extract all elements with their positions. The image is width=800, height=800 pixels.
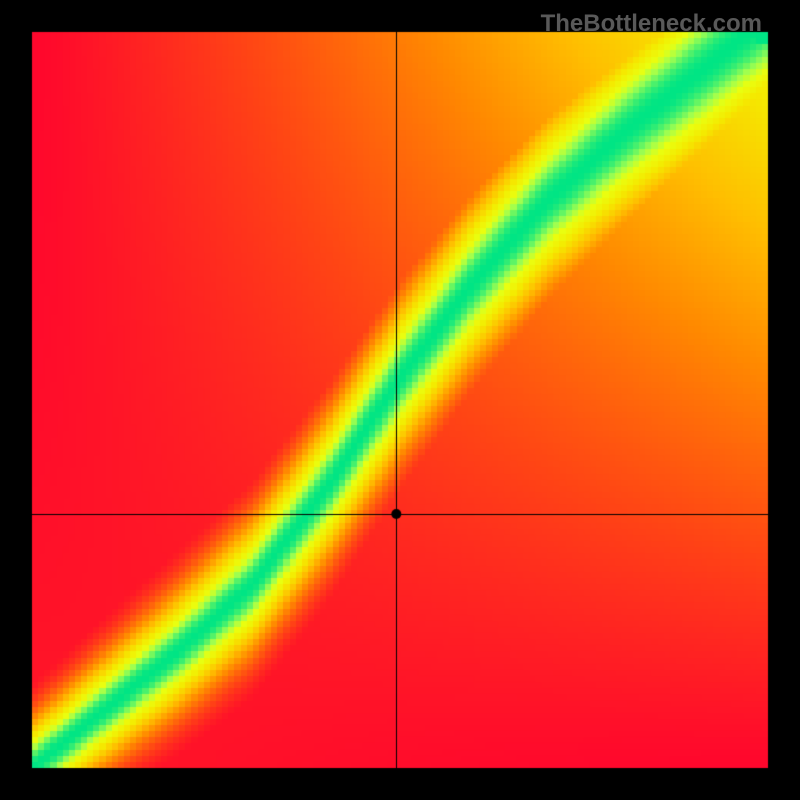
figure-container: TheBottleneck.com bbox=[0, 0, 800, 800]
heatmap-canvas bbox=[0, 0, 800, 800]
watermark-text: TheBottleneck.com bbox=[541, 10, 762, 38]
